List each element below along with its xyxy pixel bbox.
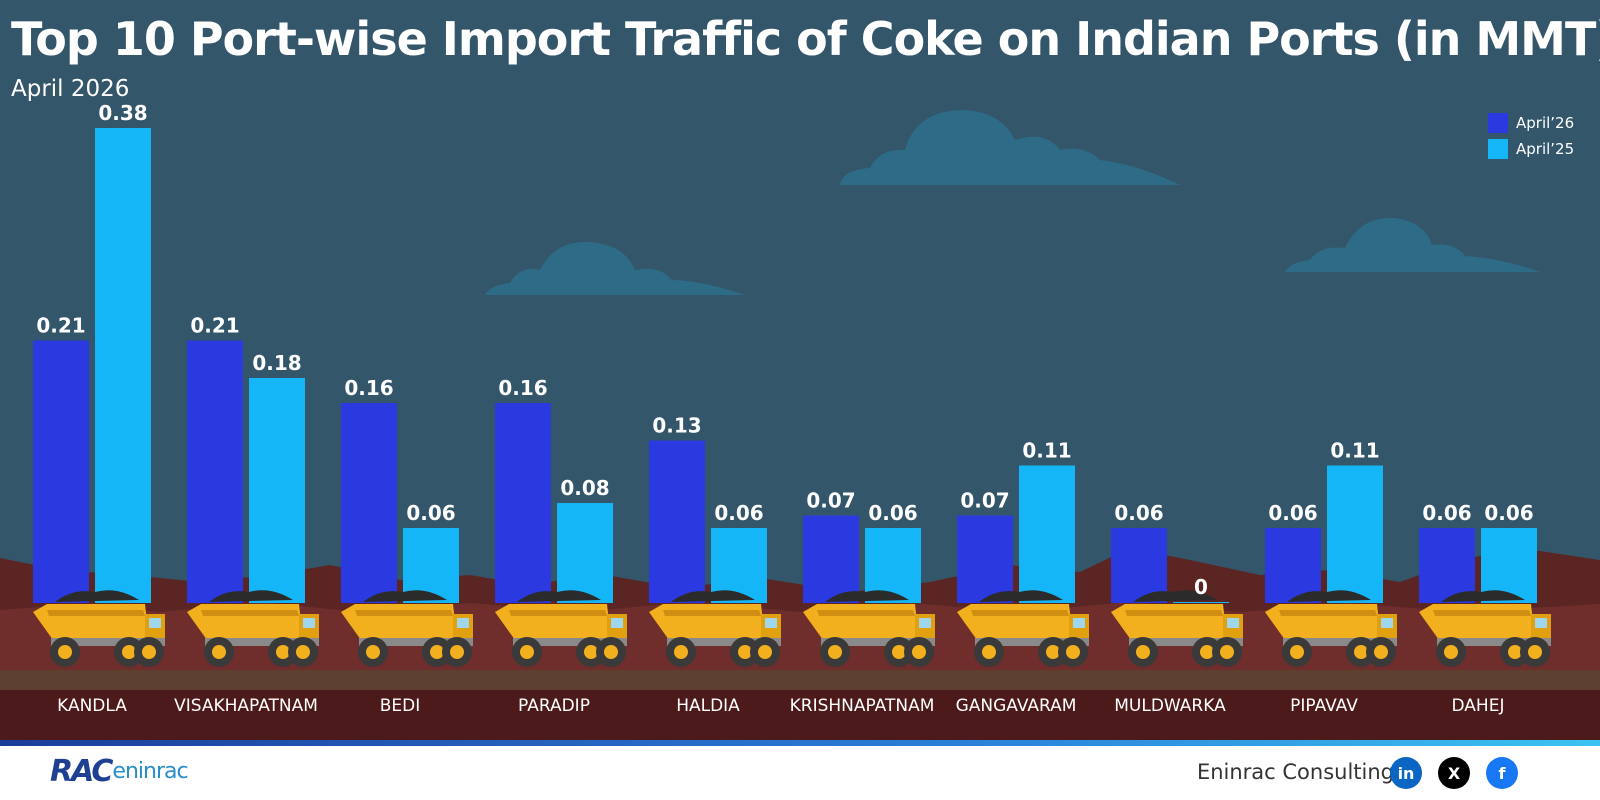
x-tick-label-gangavaram: GANGAVARAM: [956, 696, 1077, 716]
data-labels: 0.21 0.38 0.21 0.18 0.16 0.06 0.16 0.08 0.13 0.06…: [36, 101, 1533, 599]
chart-title: Top 10 Port-wise Import Traffic of Coke …: [11, 12, 1600, 66]
data-label-paradip-april-26: 0.16: [498, 376, 547, 400]
linkedin-icon[interactable]: in: [1390, 757, 1422, 789]
bar-kandla-april-25: [95, 128, 151, 603]
x-icon[interactable]: X: [1438, 757, 1470, 789]
data-label-pipavav-april-26: 0.06: [1268, 501, 1317, 525]
dump-truck-icon: [1265, 590, 1397, 667]
facebook-glyph: f: [1498, 763, 1506, 783]
dump-truck-icon: [1419, 590, 1551, 667]
data-label-paradip-april-25: 0.08: [560, 476, 609, 500]
chart-legend: April’26 April’25: [1488, 110, 1574, 162]
x-tick-label-muldwarka: MULDWARKA: [1114, 696, 1226, 716]
data-label-krishnapatnam-april-25: 0.06: [868, 501, 917, 525]
legend-label: April’26: [1516, 114, 1575, 132]
dump-truck-icon: [495, 590, 627, 667]
company-name: Eninrac Consulting: [1196, 760, 1394, 784]
linkedin-glyph: in: [1397, 763, 1415, 783]
legend-swatch-april-26: [1488, 113, 1508, 133]
x-tick-label-dahej: DAHEJ: [1452, 696, 1505, 716]
data-label-dahej-april-26: 0.06: [1422, 501, 1471, 525]
dump-truck-icon: [803, 590, 935, 667]
legend-label: April’25: [1516, 140, 1575, 158]
legend-item-april-26: April’26: [1488, 110, 1574, 136]
data-label-kandla-april-25: 0.38: [98, 101, 147, 125]
bar-visakhapatnam-april-25: [249, 378, 305, 603]
data-label-pipavav-april-25: 0.11: [1330, 439, 1379, 463]
data-label-krishnapatnam-april-26: 0.07: [806, 489, 855, 513]
dump-truck-icon: [1111, 590, 1243, 667]
data-label-bedi-april-25: 0.06: [406, 501, 455, 525]
data-label-haldia-april-26: 0.13: [652, 414, 701, 438]
x-tick-label-krishnapatnam: KRISHNAPATNAM: [790, 696, 935, 716]
data-label-muldwarka-april-26: 0.06: [1114, 501, 1163, 525]
footer-divider: [0, 740, 1600, 746]
bar-visakhapatnam-april-26: [187, 340, 243, 603]
x-axis-tick-labels: KANDLA VISAKHAPATNAM BEDI PARADIP HALDIA KRIS…: [57, 696, 1504, 716]
dump-truck-icon: [33, 590, 165, 667]
facebook-icon[interactable]: f: [1486, 757, 1518, 789]
bar-dahej-april-26: [1419, 528, 1475, 603]
x-tick-label-haldia: HALDIA: [676, 696, 740, 716]
legend-swatch-april-25: [1488, 139, 1508, 159]
data-label-kandla-april-26: 0.21: [36, 314, 85, 338]
data-label-visakhapatnam-april-25: 0.18: [252, 351, 301, 375]
x-tick-label-pipavav: PIPAVAV: [1290, 696, 1358, 716]
brand-logo: RAC eninrac: [50, 754, 189, 789]
brand-logo-eninrac: eninrac: [112, 759, 188, 784]
data-label-gangavaram-april-25: 0.11: [1022, 439, 1071, 463]
brand-logo-rac: RAC: [50, 754, 113, 789]
bar-series: [33, 128, 1537, 603]
data-label-bedi-april-26: 0.16: [344, 376, 393, 400]
x-tick-label-kandla: KANDLA: [57, 696, 127, 716]
bar-krishnapatnam-april-26: [803, 515, 859, 603]
x-tick-label-bedi: BEDI: [380, 696, 421, 716]
dump-truck-icon: [957, 590, 1089, 667]
dump-truck-decorations: [33, 590, 1551, 667]
data-label-dahej-april-25: 0.06: [1484, 501, 1533, 525]
bar-gangavaram-april-25: [1019, 465, 1075, 603]
bar-gangavaram-april-26: [957, 515, 1013, 603]
bar-bedi-april-26: [341, 403, 397, 603]
legend-item-april-25: April’25: [1488, 136, 1574, 162]
data-label-visakhapatnam-april-26: 0.21: [190, 314, 239, 338]
dump-truck-icon: [341, 590, 473, 667]
data-label-muldwarka-april-25: 0: [1194, 575, 1208, 599]
footer: RAC eninrac Eninrac Consulting in X f: [0, 746, 1600, 800]
data-label-gangavaram-april-26: 0.07: [960, 489, 1009, 513]
bar-pipavav-april-26: [1265, 528, 1321, 603]
bar-pipavav-april-25: [1327, 465, 1383, 603]
x-tick-label-visakhapatnam: VISAKHAPATNAM: [174, 696, 318, 716]
dump-truck-icon: [187, 590, 319, 667]
cloud-decorations: [485, 110, 1540, 295]
bar-kandla-april-26: [33, 340, 89, 603]
bar-paradip-april-26: [495, 403, 551, 603]
bar-muldwarka-april-26: [1111, 528, 1167, 603]
x-glyph: X: [1447, 763, 1461, 783]
chart-subtitle: April 2026: [11, 76, 130, 102]
x-tick-label-paradip: PARADIP: [518, 696, 590, 716]
bar-paradip-april-25: [557, 503, 613, 603]
data-label-haldia-april-25: 0.06: [714, 501, 763, 525]
bar-muldwarka-april-25: [1173, 602, 1229, 603]
bar-haldia-april-26: [649, 440, 705, 603]
dump-truck-icon: [649, 590, 781, 667]
